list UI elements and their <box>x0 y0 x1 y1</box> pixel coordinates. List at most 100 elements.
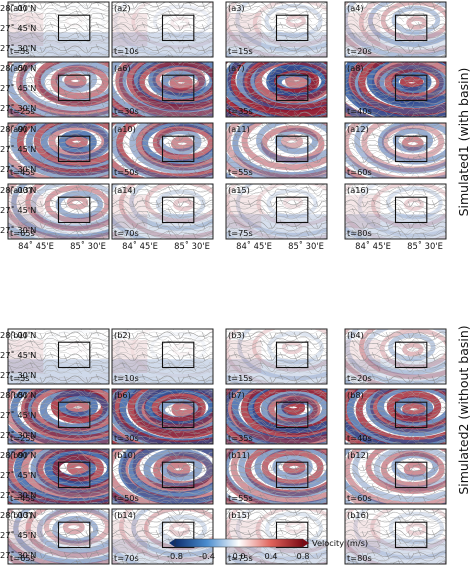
basin-box <box>394 401 428 429</box>
map-panel: (b13) t=65s <box>7 508 110 565</box>
basin-box <box>161 135 195 163</box>
map-panel: (b4) t=20s <box>344 328 447 385</box>
map-panel: (b1) t=5s <box>7 328 110 385</box>
colorbar-arrow-left <box>169 539 175 547</box>
colorbar-arrow-right <box>303 539 309 547</box>
colorbar-ticks: -0.8 -0.4 0.0 0.4 0.8 <box>167 551 310 561</box>
map-panel: (b6) t=30s <box>111 388 214 445</box>
basin-box <box>161 74 195 102</box>
map-panel: (a12) t=60s <box>344 122 447 179</box>
colorbar-tick-label: 0.0 <box>232 551 245 561</box>
time-label: t=10s <box>114 373 139 383</box>
panel-frame <box>225 508 328 565</box>
lon-tick-label: 85˚ 30'E <box>70 241 106 251</box>
colorbar: Velocity (m/s) -0.8 -0.4 0.0 0.4 0.8 <box>167 538 368 561</box>
map-panel: (a13) t=65s <box>7 183 110 240</box>
basin-box <box>57 401 91 429</box>
panel-frame <box>225 122 328 179</box>
panel-frame <box>225 388 328 445</box>
basin-box <box>275 461 309 489</box>
basin-box <box>394 14 428 42</box>
map-panel: (a16) t=80s <box>344 183 447 240</box>
basin-box <box>57 521 91 549</box>
panel-label: (a14) <box>114 185 136 195</box>
colorbar-gradient <box>174 538 304 548</box>
panel-frame <box>7 328 110 385</box>
colorbar-tick-label: -0.8 <box>167 551 183 561</box>
colorbar-tick-label: -0.4 <box>199 551 215 561</box>
basin-box <box>394 461 428 489</box>
panel-label: (b7) <box>228 390 245 400</box>
basin-box <box>394 74 428 102</box>
panel-frame <box>344 328 447 385</box>
panel-label: (a13) <box>10 185 32 195</box>
map-panel: (a3) t=15s <box>225 1 328 58</box>
basin-box <box>161 196 195 224</box>
panel-frame <box>111 328 214 385</box>
time-label: t=20s <box>347 46 372 56</box>
time-label: t=30s <box>114 433 139 443</box>
panel-frame <box>111 388 214 445</box>
time-label: t=55s <box>228 493 253 503</box>
lon-tick-label: 84˚ 45'E <box>18 241 54 251</box>
panel-frame <box>344 448 447 505</box>
panel-label: (b16) <box>347 510 369 520</box>
panel-label: (a2) <box>114 3 131 13</box>
panel-label: (b12) <box>347 450 369 460</box>
panel-frame <box>225 328 328 385</box>
panel-label: (b6) <box>114 390 131 400</box>
time-label: t=80s <box>347 228 372 238</box>
basin-box <box>57 74 91 102</box>
map-panel: (b3) t=15s <box>225 328 328 385</box>
lon-tick-label: 85˚ 30'E <box>407 241 443 251</box>
map-panel: (b8) t=40s <box>344 388 447 445</box>
panel-frame <box>225 448 328 505</box>
panel-frame <box>225 61 328 118</box>
map-panel: (b16) t=80s <box>344 508 447 565</box>
lon-tick-label: 85˚ 30'E <box>174 241 210 251</box>
panel-label: (a12) <box>347 124 369 134</box>
panel-label: (b3) <box>228 330 245 340</box>
side-label-with-basin: Simulated1 (with basin) <box>456 68 471 217</box>
panel-frame <box>7 448 110 505</box>
panel-frame <box>111 1 214 58</box>
panel-label: (b11) <box>228 450 250 460</box>
map-panel: (a4) t=20s <box>344 1 447 58</box>
time-label: t=45s <box>10 167 35 177</box>
panel-label: (a11) <box>228 124 250 134</box>
axes-labels-with-basin: 28˚ 00'N27˚ 45'N27˚ 30'N28˚ 00'N27˚ 45'N… <box>18 241 443 251</box>
panel-frame <box>344 122 447 179</box>
time-label: t=60s <box>347 493 372 503</box>
time-label: t=65s <box>10 228 35 238</box>
basin-box <box>57 14 91 42</box>
panel-frame <box>344 183 447 240</box>
time-label: t=65s <box>10 553 35 563</box>
panel-frame <box>111 122 214 179</box>
basin-box <box>275 341 309 369</box>
map-panel: (a6) t=30s <box>111 61 214 118</box>
map-panel: (a15) t=75s <box>225 183 328 240</box>
panel-label: (b14) <box>114 510 136 520</box>
time-label: t=70s <box>114 553 139 563</box>
basin-box <box>275 401 309 429</box>
panel-label: (b2) <box>114 330 131 340</box>
time-label: t=50s <box>114 493 139 503</box>
time-label: t=15s <box>228 373 253 383</box>
panel-frame <box>7 508 110 565</box>
map-panel: (b5) t=25s <box>7 388 110 445</box>
time-label: t=5s <box>10 373 30 383</box>
panel-frame <box>344 508 447 565</box>
basin-box <box>394 196 428 224</box>
panel-frame <box>344 1 447 58</box>
time-label: t=10s <box>114 46 139 56</box>
panel-label: (a3) <box>228 3 245 13</box>
time-label: t=25s <box>10 433 35 443</box>
map-panel: (b12) t=60s <box>344 448 447 505</box>
time-label: t=80s <box>347 553 372 563</box>
map-panel: (b10) t=50s <box>111 448 214 505</box>
basin-box <box>275 135 309 163</box>
basin-box <box>57 196 91 224</box>
map-panel: (b11) t=55s <box>225 448 328 505</box>
panel-label: (b13) <box>10 510 32 520</box>
panel-frame <box>344 388 447 445</box>
